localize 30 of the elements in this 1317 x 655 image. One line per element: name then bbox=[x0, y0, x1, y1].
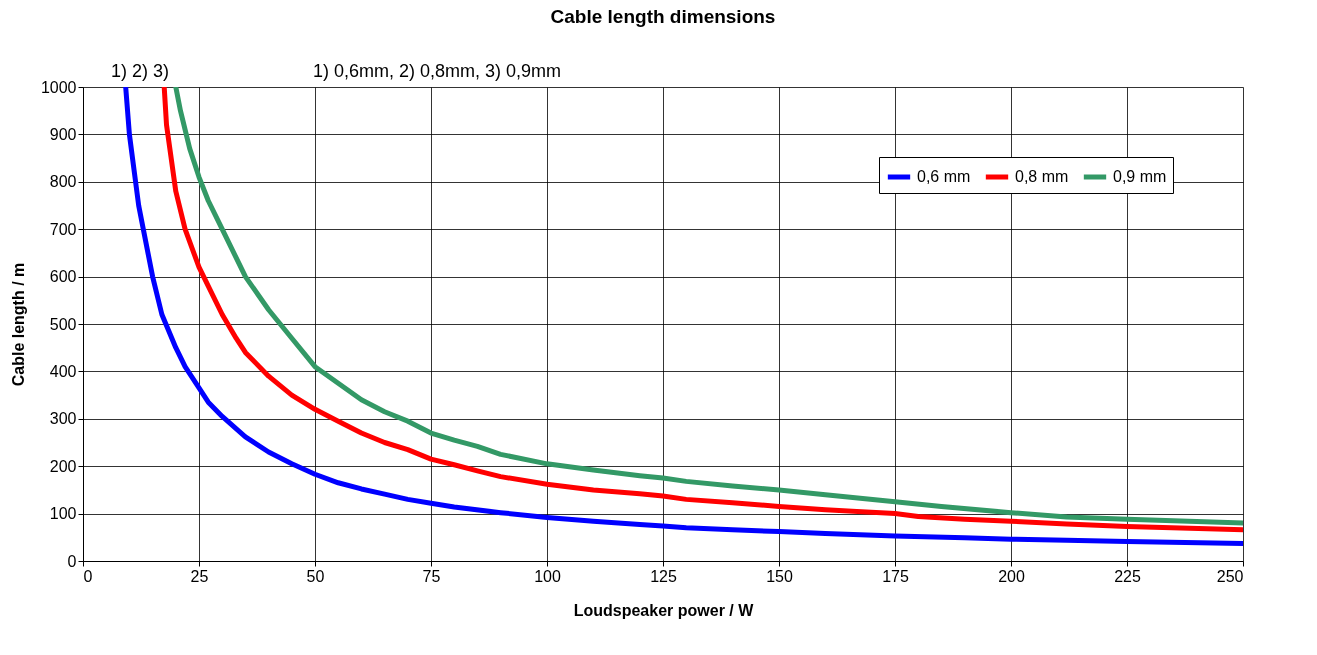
legend-label: 0,8 mm bbox=[1015, 168, 1069, 185]
x-tick-label: 225 bbox=[1114, 567, 1141, 585]
x-tick-label: 50 bbox=[306, 567, 325, 585]
text: 1) 0,6mm, 2) 0,8mm, 3) 0,9mm bbox=[313, 61, 562, 81]
y-tick-label: 300 bbox=[49, 410, 77, 428]
x-tick-label: 75 bbox=[422, 567, 441, 585]
x-tick-label: 100 bbox=[534, 567, 561, 585]
chart-title: Cable length dimensions bbox=[550, 6, 776, 27]
text: 1) 2) 3) bbox=[111, 61, 170, 81]
y-tick-label: 400 bbox=[49, 362, 77, 380]
legend-label: 0,9 mm bbox=[1113, 168, 1167, 185]
x-tick-label: 175 bbox=[882, 567, 909, 585]
x-tick-label: 150 bbox=[766, 567, 793, 585]
y-tick-label: 200 bbox=[49, 457, 77, 475]
y-tick-label: 700 bbox=[49, 220, 77, 238]
y-tick-label: 600 bbox=[49, 268, 77, 286]
y-tick-label: 0 bbox=[67, 552, 77, 570]
x-tick-label: 250 bbox=[1216, 567, 1244, 585]
y-tick-label: 500 bbox=[49, 315, 77, 333]
x-tick-label: 125 bbox=[650, 567, 677, 585]
x-axis-title: Loudspeaker power / W bbox=[573, 601, 755, 619]
x-tick-label: 200 bbox=[998, 567, 1025, 585]
y-tick-label: 800 bbox=[49, 173, 77, 191]
x-tick-label: 25 bbox=[190, 567, 209, 585]
x-tick-label: 0 bbox=[83, 567, 93, 585]
legend-label: 0,6 mm bbox=[917, 168, 971, 185]
y-tick-label: 1000 bbox=[40, 78, 77, 96]
y-tick-label: 100 bbox=[49, 505, 77, 523]
y-axis-title: Cable length / m bbox=[9, 262, 27, 387]
y-tick-label: 900 bbox=[49, 125, 77, 143]
